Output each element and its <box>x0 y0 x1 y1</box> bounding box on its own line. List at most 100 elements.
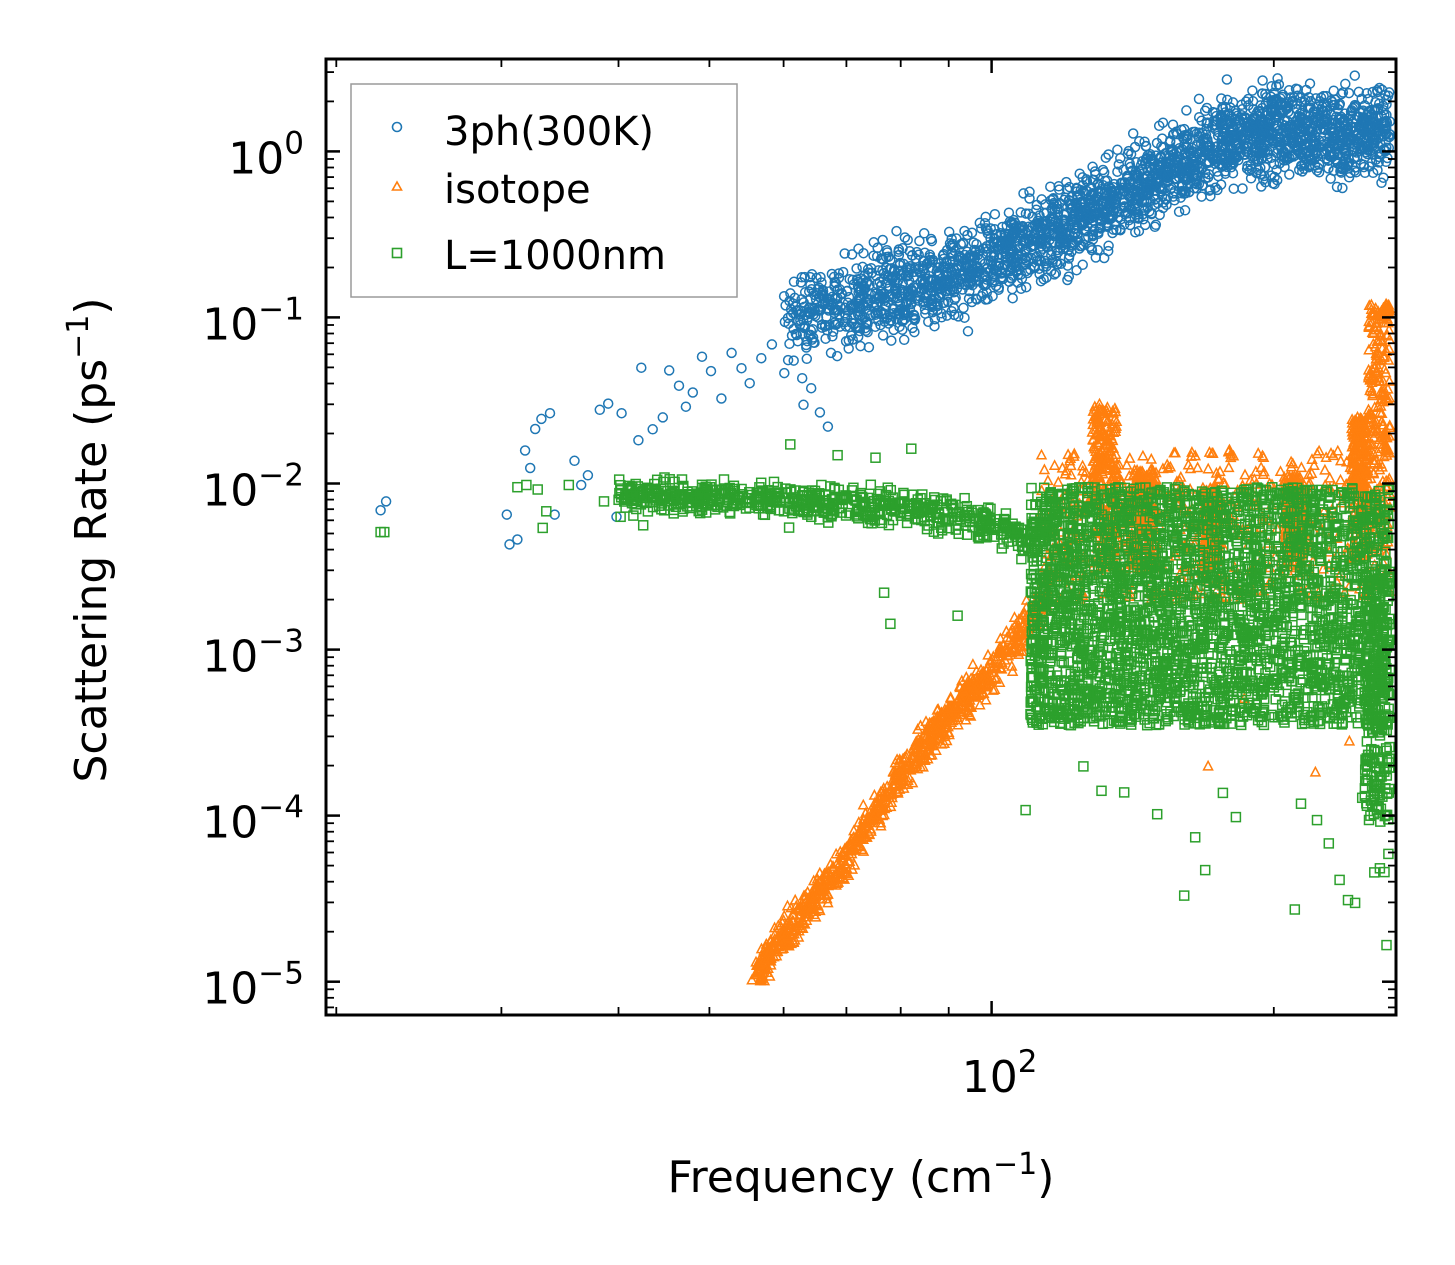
data-point-3ph <box>744 377 755 389</box>
data-point-3ph <box>827 331 838 342</box>
data-point-3ph <box>1112 144 1123 156</box>
data-point-3ph <box>1331 181 1343 193</box>
data-point-3ph <box>1193 93 1205 105</box>
data-point-3ph <box>959 312 970 323</box>
data-point-3ph <box>1340 78 1351 90</box>
data-point-3ph <box>1284 169 1295 180</box>
data-point-3ph <box>855 284 867 295</box>
data-point-3ph <box>863 342 875 353</box>
data-point-3ph <box>914 235 925 247</box>
data-point-3ph <box>963 293 975 304</box>
data-point-3ph <box>575 479 587 491</box>
data-point-3ph <box>1376 177 1387 189</box>
data-point-3ph <box>997 221 1008 233</box>
data-point-3ph <box>821 325 833 336</box>
data-point-3ph <box>855 340 866 352</box>
data-point-3ph <box>766 339 778 350</box>
data-point-3ph <box>1228 183 1239 194</box>
data-point-3ph <box>966 227 978 238</box>
data-point-3ph <box>909 314 920 326</box>
data-point-3ph <box>1199 105 1211 117</box>
data-point-3ph <box>959 225 970 237</box>
data-point-3ph <box>1173 206 1185 218</box>
data-point-isotope <box>1239 468 1251 480</box>
data-point-3ph <box>1050 267 1062 279</box>
data-point-3ph <box>1179 205 1191 216</box>
data-point-3ph <box>926 235 938 247</box>
data-point-3ph <box>964 285 975 297</box>
data-point-3ph <box>1100 152 1112 163</box>
data-point-isotope <box>857 798 870 810</box>
data-point-3ph <box>1045 181 1056 192</box>
data-point-3ph <box>1031 199 1043 211</box>
data-point-3ph <box>726 347 737 359</box>
data-point-3ph <box>1181 105 1192 116</box>
data-point-3ph <box>657 412 669 423</box>
data-point-3ph <box>544 407 556 419</box>
data-point-3ph <box>980 211 991 223</box>
data-point-3ph <box>1343 172 1355 183</box>
data-point-3ph <box>1221 74 1233 85</box>
data-point-3ph <box>1247 85 1258 96</box>
data-point-3ph <box>805 382 817 394</box>
data-point-3ph <box>1127 128 1139 139</box>
data-point-3ph <box>602 398 614 409</box>
data-point-3ph <box>380 496 392 507</box>
data-point-3ph <box>918 228 930 239</box>
data-point-3ph <box>902 234 913 246</box>
data-point-3ph <box>1349 70 1361 81</box>
data-point-3ph <box>796 372 808 384</box>
data-point-3ph <box>1003 207 1015 218</box>
data-point-3ph <box>636 362 647 373</box>
data-point-3ph <box>1077 259 1088 271</box>
data-point-3ph <box>851 263 862 274</box>
data-point-3ph <box>947 238 959 250</box>
data-point-3ph <box>501 509 513 520</box>
data-point-3ph <box>736 362 747 374</box>
data-point-3ph <box>877 234 888 246</box>
data-point-3ph <box>886 335 897 346</box>
data-point-3ph <box>788 276 800 288</box>
data-point-3ph <box>375 505 386 516</box>
data-point-3ph <box>1257 75 1268 86</box>
data-point-3ph <box>1071 264 1082 276</box>
data-point-3ph <box>1196 191 1207 202</box>
data-point-3ph <box>899 232 911 243</box>
data-point-3ph <box>756 352 767 364</box>
data-point-3ph <box>1167 119 1179 130</box>
data-point-3ph <box>989 208 1001 220</box>
data-point-3ph <box>1018 188 1029 199</box>
data-point-3ph <box>846 249 858 260</box>
data-point-3ph <box>796 294 807 305</box>
data-point-3ph <box>830 277 842 289</box>
data-point-3ph <box>582 470 594 481</box>
data-point-3ph <box>801 353 813 365</box>
data-point-3ph <box>569 455 580 467</box>
data-point-3ph <box>958 302 969 314</box>
data-point-3ph <box>1103 240 1114 252</box>
data-point-3ph <box>687 387 699 398</box>
data-point-3ph <box>512 534 523 545</box>
data-point-3ph <box>633 435 644 446</box>
data-point-3ph <box>782 354 794 366</box>
data-point-3ph <box>647 424 658 435</box>
data-point-3ph <box>822 421 834 432</box>
data-point-3ph <box>1020 281 1032 293</box>
data-point-3ph <box>1115 153 1126 164</box>
data-point-3ph <box>898 334 910 346</box>
data-point-3ph <box>524 462 536 474</box>
data-point-3ph <box>1168 188 1179 199</box>
data-point-3ph <box>877 330 889 341</box>
data-point-3ph <box>833 268 845 279</box>
data-point-3ph <box>791 329 803 341</box>
data-point-isotope <box>1202 462 1214 474</box>
data-point-3ph <box>814 407 826 418</box>
data-point-3ph <box>716 393 727 404</box>
data-point-3ph <box>778 290 790 302</box>
data-point-3ph <box>1133 213 1144 224</box>
data-point-3ph <box>929 314 941 325</box>
data-point-3ph <box>1272 73 1283 84</box>
data-point-3ph <box>788 355 799 366</box>
data-point-3ph <box>536 413 547 425</box>
data-point-3ph <box>1007 292 1018 304</box>
